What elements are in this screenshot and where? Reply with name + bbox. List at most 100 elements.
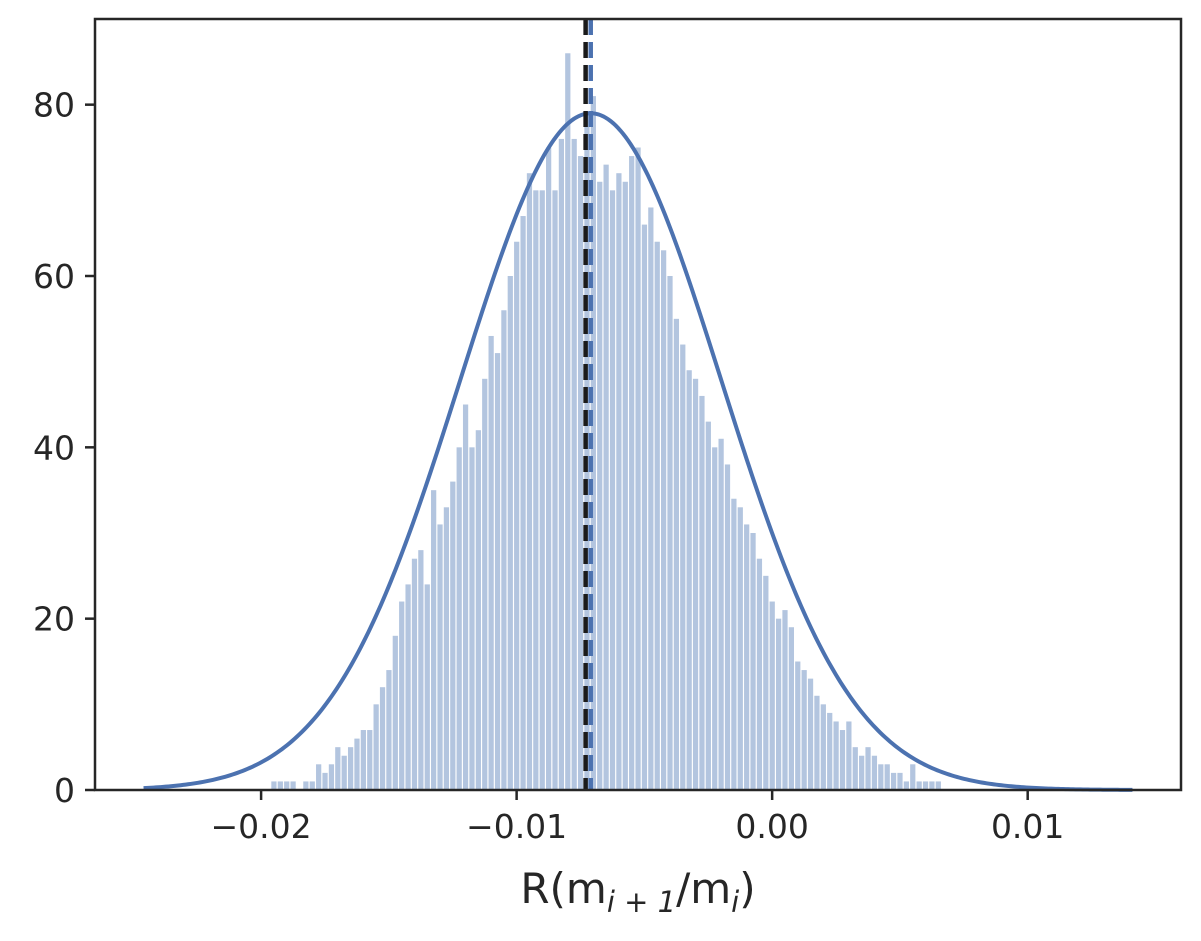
histogram-bar (309, 781, 315, 790)
y-tick-label: 40 (33, 428, 75, 467)
histogram-bar (750, 533, 756, 790)
histogram-bar (514, 241, 520, 790)
histogram-bar (929, 781, 935, 790)
histogram-bar (392, 635, 398, 790)
histogram-bar (660, 250, 667, 791)
histogram-bar (501, 310, 507, 790)
histogram-bar (539, 190, 545, 791)
histogram-bar (731, 498, 737, 790)
histogram-bar (820, 704, 826, 790)
histogram-bar (405, 584, 411, 790)
histogram-bar (814, 695, 820, 790)
histogram-bar (577, 156, 584, 791)
histogram-bar (533, 190, 539, 791)
histogram-bar (807, 678, 814, 790)
histogram-bar (303, 781, 309, 790)
histogram-bar (443, 507, 450, 790)
histogram-bar (622, 181, 628, 790)
histogram-bar (277, 781, 283, 790)
histogram-bar (692, 378, 699, 790)
histogram-bar (354, 738, 360, 790)
histogram-bar (744, 524, 750, 790)
histogram-bar (367, 730, 373, 790)
y-tick-label: 20 (33, 600, 75, 639)
histogram-bar (469, 447, 475, 790)
histogram-bar (520, 216, 526, 791)
histogram-bar (705, 421, 711, 790)
histogram-bar (673, 318, 680, 790)
histogram-bars (271, 53, 941, 791)
histogram-bar (411, 558, 418, 790)
histogram-bar (475, 430, 481, 790)
histogram-bar (852, 747, 858, 790)
histogram-bar (635, 147, 641, 790)
histogram-bar (546, 147, 552, 790)
histogram-bar (922, 781, 929, 790)
histogram-bar (878, 764, 884, 790)
histogram-bar (654, 241, 660, 790)
histogram-bar (871, 755, 878, 790)
histogram-bar (648, 207, 654, 790)
histogram-bar (737, 507, 743, 790)
histogram-bar (916, 781, 922, 790)
histogram-bar (775, 618, 782, 790)
histogram-bar (552, 190, 558, 791)
histogram-bar (686, 370, 692, 790)
histogram-bar (801, 670, 807, 790)
y-tick-label: 0 (54, 771, 75, 810)
histogram-bar (884, 764, 890, 790)
histogram-bar (846, 721, 852, 790)
histogram-bar (322, 772, 328, 790)
histogram-bar (756, 558, 763, 790)
histogram-bar (641, 224, 648, 791)
histogram-bar (897, 772, 903, 790)
y-tick-label: 60 (33, 257, 75, 296)
histogram-bar (616, 173, 622, 790)
x-axis-ticks: −0.02 −0.01 0.00 0.01 (211, 790, 1064, 846)
histogram-bar (431, 490, 437, 790)
histogram-bar (379, 687, 386, 790)
histogram-bar (827, 712, 833, 790)
histogram-bar (290, 781, 296, 790)
histogram-bar (609, 190, 616, 791)
histogram-bar (462, 404, 469, 790)
histogram-bar (494, 353, 501, 790)
histogram-bar (450, 481, 456, 790)
histogram-bar (769, 601, 775, 790)
histogram-bar (347, 747, 354, 790)
histogram-bar (782, 610, 788, 790)
histogram-bar (590, 96, 596, 791)
histogram-bar (482, 378, 488, 790)
histogram-bar (437, 524, 443, 790)
histogram-bar (558, 138, 565, 790)
x-axis-label: R(mi + 1/mi) (520, 864, 755, 919)
histogram-bar (603, 164, 609, 791)
x-tick-label: −0.01 (466, 807, 567, 846)
histogram-bar (667, 276, 673, 790)
gaussian-fit-curve (143, 111, 1133, 792)
histogram-bar (935, 781, 941, 790)
histogram-bar (795, 661, 801, 790)
y-axis-ticks: 0 20 40 60 80 (33, 86, 95, 810)
histogram-bar (456, 447, 462, 790)
histogram-bar (418, 550, 424, 790)
histogram-bar (833, 721, 839, 790)
histogram-bar (859, 755, 865, 790)
histogram-bar (399, 601, 405, 790)
y-tick-label: 80 (33, 86, 75, 125)
histogram-bar (718, 438, 724, 790)
histogram-bar (680, 344, 686, 790)
histogram-bar (373, 704, 379, 790)
x-tick-label: −0.02 (211, 807, 312, 846)
histogram-bar (712, 447, 718, 790)
histogram-bar (386, 670, 392, 790)
x-tick-label: 0.01 (991, 807, 1064, 846)
histogram-bar (271, 781, 277, 790)
histogram-bar (788, 627, 795, 790)
histogram-bar (597, 181, 603, 790)
histogram-bar (699, 395, 705, 790)
histogram-bar (865, 747, 871, 790)
histogram-bar (488, 335, 494, 790)
histogram-bar (724, 464, 731, 790)
